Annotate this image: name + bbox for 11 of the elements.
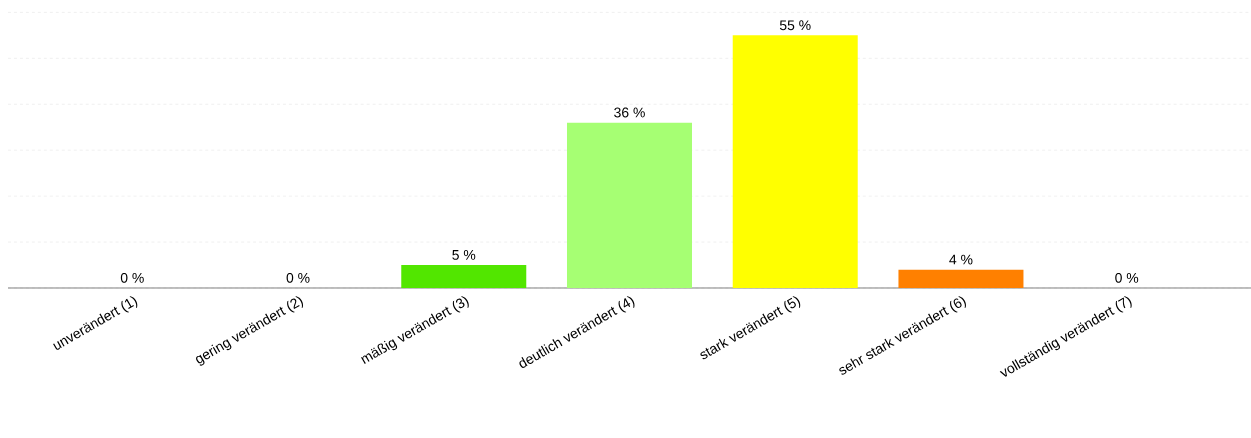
data-label: 0 %: [120, 272, 144, 283]
data-label: 0 %: [1115, 272, 1139, 283]
bar: [566, 122, 692, 288]
bar: [898, 269, 1024, 288]
data-label: 4 %: [949, 254, 973, 265]
data-label: 5 %: [452, 250, 476, 260]
data-label: 36 %: [614, 107, 645, 118]
bar: [732, 35, 858, 288]
bar: [401, 265, 527, 288]
data-label: 55 %: [779, 20, 811, 31]
data-label: 0 %: [286, 272, 310, 283]
